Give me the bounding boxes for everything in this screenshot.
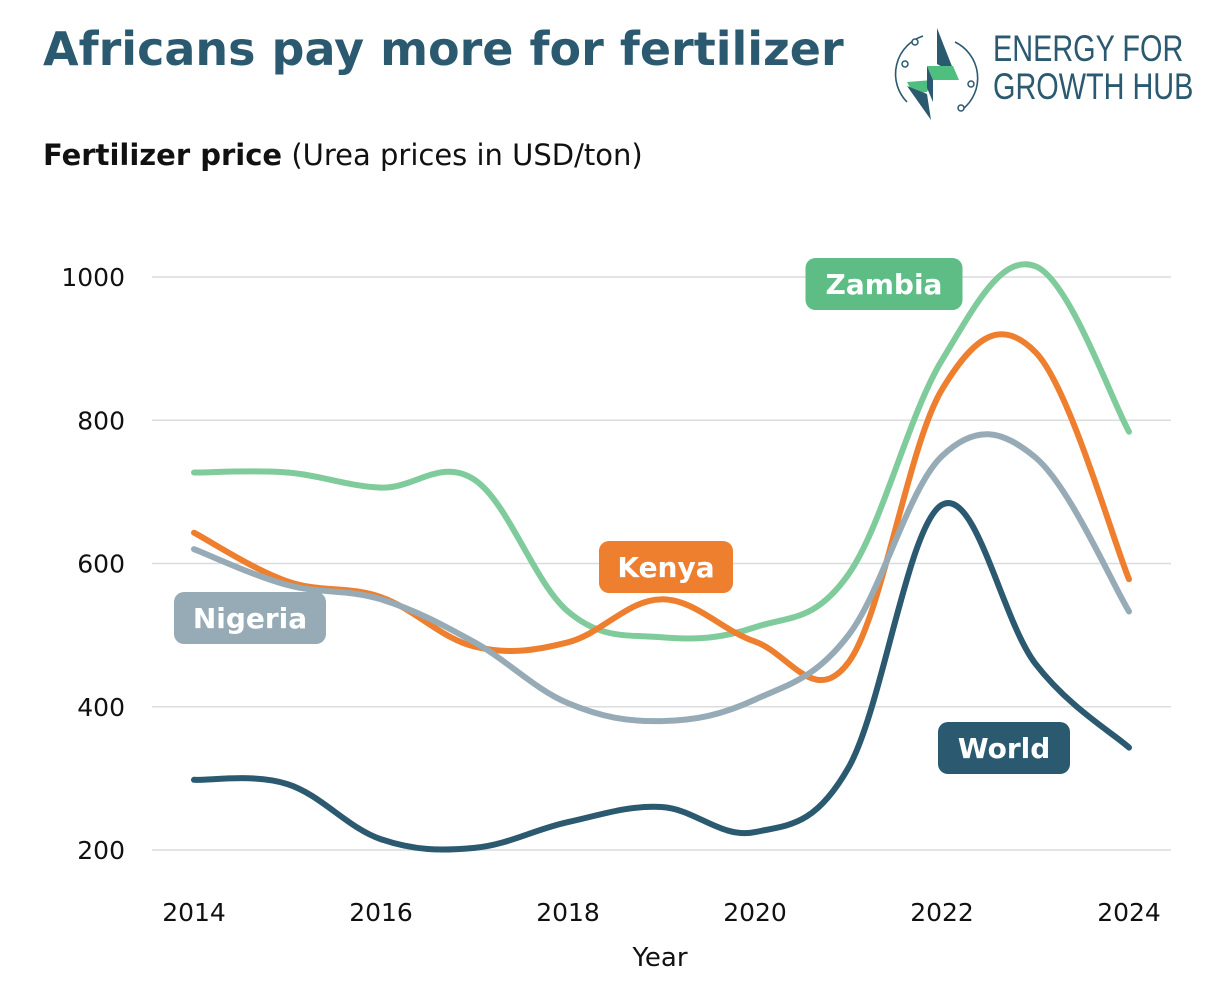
x-tick-label: 2014: [162, 898, 226, 927]
series-line-kenya: [191, 331, 1132, 683]
x-tick-label: 2016: [349, 898, 413, 927]
subtitle-units: (Urea prices in USD/ton): [291, 138, 643, 172]
x-tick-label: 2022: [910, 898, 974, 927]
series-line-zambia: [191, 261, 1132, 642]
label-box: [599, 541, 733, 593]
x-axis-label: Year: [631, 943, 687, 973]
lightning-bolt-circuit-icon: [894, 28, 979, 120]
logo-line-2: GROWTH HUB: [993, 66, 1194, 107]
label-box: [805, 258, 963, 310]
y-tick-label: 800: [77, 406, 125, 435]
y-tick-label: 1000: [61, 263, 125, 292]
series-line-world: [191, 500, 1132, 853]
series-label-zambia: Zambia: [805, 258, 963, 310]
label-text: Zambia: [826, 268, 943, 301]
x-tick-label: 2018: [536, 898, 600, 927]
label-box: [174, 592, 326, 644]
label-box: [938, 722, 1070, 774]
label-text: World: [958, 732, 1051, 765]
energy-for-growth-hub-logo: ENERGY FOR GROWTH HUB: [893, 24, 1193, 124]
logo-text: ENERGY FOR GROWTH HUB: [993, 30, 1193, 106]
logo-line-1: ENERGY FOR: [993, 28, 1184, 69]
chart-subtitle: Fertilizer price (Urea prices in USD/ton…: [43, 138, 643, 172]
y-axis-ticks: 200 400 600 800 1000: [61, 263, 125, 865]
y-tick-label: 600: [77, 550, 125, 579]
series-lines: [191, 261, 1132, 853]
x-axis-ticks: 2014 2016 2018 2020 2022 2024: [162, 898, 1161, 927]
y-tick-label: 400: [77, 693, 125, 722]
series-line-nigeria: [191, 431, 1132, 725]
x-tick-label: 2020: [723, 898, 787, 927]
page-title: Africans pay more for fertilizer: [43, 22, 844, 76]
series-label-kenya: Kenya: [599, 541, 733, 593]
label-text: Kenya: [617, 551, 714, 584]
label-text: Nigeria: [193, 602, 307, 635]
subtitle-bold: Fertilizer price: [43, 138, 283, 172]
series-label-world: World: [938, 722, 1070, 774]
x-tick-label: 2024: [1097, 898, 1161, 927]
y-tick-label: 200: [77, 836, 125, 865]
series-labels: Zambia Kenya Nigeria World: [174, 258, 1070, 774]
series-label-nigeria: Nigeria: [174, 592, 326, 644]
